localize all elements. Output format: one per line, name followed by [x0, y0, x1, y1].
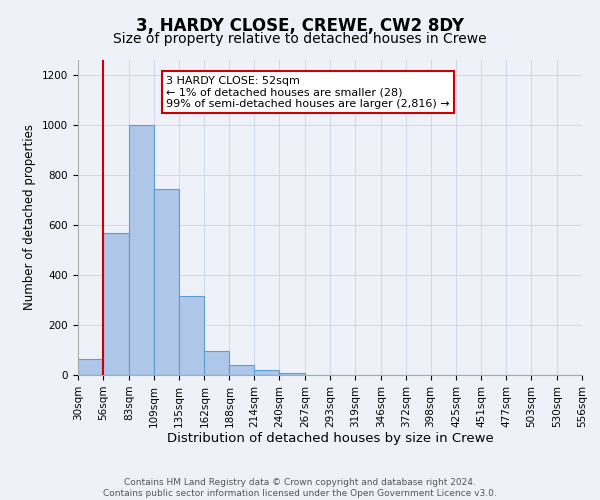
Text: 3, HARDY CLOSE, CREWE, CW2 8DY: 3, HARDY CLOSE, CREWE, CW2 8DY — [136, 18, 464, 36]
X-axis label: Distribution of detached houses by size in Crewe: Distribution of detached houses by size … — [167, 432, 493, 446]
Text: 3 HARDY CLOSE: 52sqm
← 1% of detached houses are smaller (28)
99% of semi-detach: 3 HARDY CLOSE: 52sqm ← 1% of detached ho… — [166, 76, 450, 109]
Bar — [279, 372, 305, 375]
Bar — [129, 125, 154, 375]
Bar — [254, 370, 279, 375]
Bar — [103, 232, 129, 375]
Y-axis label: Number of detached properties: Number of detached properties — [23, 124, 37, 310]
Text: Size of property relative to detached houses in Crewe: Size of property relative to detached ho… — [113, 32, 487, 46]
Bar — [205, 351, 229, 375]
Bar — [78, 359, 103, 375]
Bar — [154, 188, 179, 375]
Bar — [229, 365, 254, 375]
Bar — [179, 296, 205, 375]
Text: Contains HM Land Registry data © Crown copyright and database right 2024.
Contai: Contains HM Land Registry data © Crown c… — [103, 478, 497, 498]
